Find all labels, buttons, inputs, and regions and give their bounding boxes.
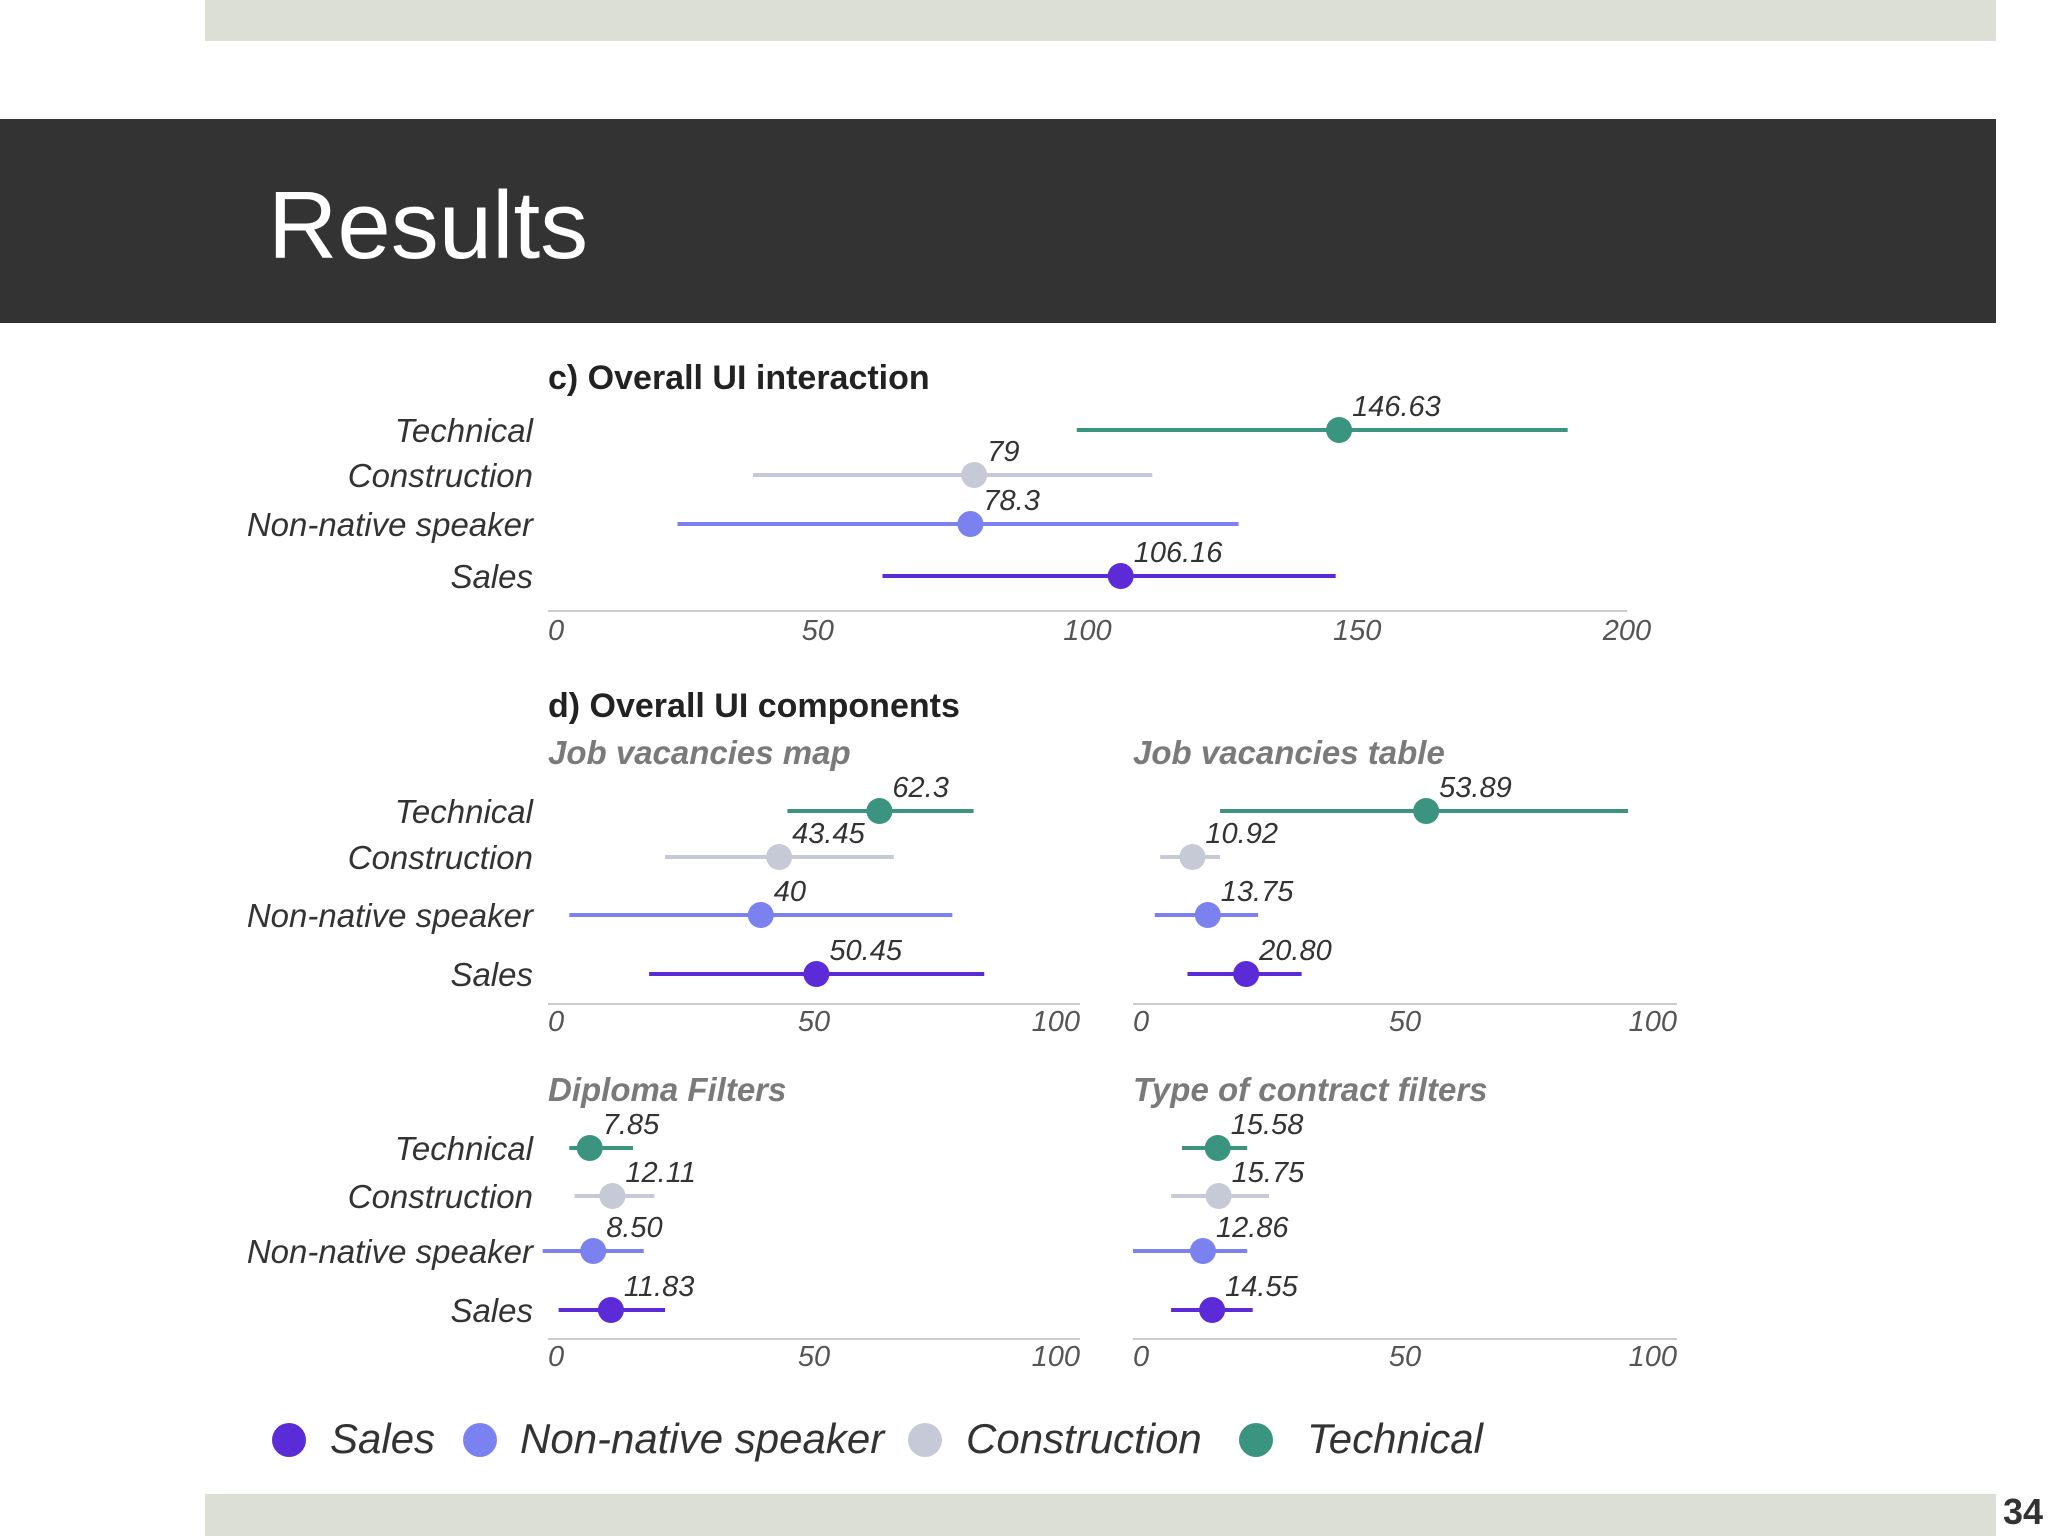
data-point (576, 1135, 603, 1161)
chart-title: d) Overall UI components (548, 687, 960, 725)
data-label: 78.3 (983, 485, 1039, 517)
legend-swatch (908, 1423, 942, 1457)
data-label: 146.63 (1352, 391, 1441, 423)
data-point (1204, 1135, 1231, 1161)
legend-swatch (1239, 1423, 1273, 1457)
legend-label: Technical (1307, 1415, 1485, 1462)
legend-swatch (463, 1423, 497, 1457)
legend-label: Sales (330, 1415, 435, 1462)
slide-title: Results (268, 172, 589, 279)
data-label: 10.92 (1205, 818, 1278, 850)
data-label: 12.11 (625, 1157, 695, 1189)
x-tick-label: 100 (1629, 1006, 1677, 1038)
x-tick-label: 50 (1389, 1006, 1421, 1038)
title-band (0, 119, 1996, 323)
data-point (599, 1183, 626, 1209)
category-label: Construction (348, 457, 533, 494)
data-label: 79 (987, 436, 1019, 468)
chart-subtitle: Diploma Filters (548, 1071, 786, 1108)
x-tick-label: 100 (1629, 1341, 1677, 1373)
data-point (1326, 417, 1353, 443)
data-label: 20.80 (1258, 935, 1332, 967)
chart-title: c) Overall UI interaction (548, 359, 930, 397)
chart-subtitle: Job vacancies map (548, 734, 851, 771)
category-label: Sales (450, 1292, 533, 1329)
x-tick-label: 200 (1602, 615, 1651, 647)
x-tick-label: 50 (802, 615, 834, 647)
data-point (1179, 844, 1206, 870)
data-label: 14.55 (1225, 1271, 1298, 1303)
data-label: 106.16 (1134, 537, 1224, 569)
data-point (803, 961, 830, 987)
x-tick-label: 0 (548, 1006, 564, 1038)
data-label: 11.83 (624, 1271, 694, 1303)
data-point (1107, 563, 1134, 589)
x-tick-label: 100 (1032, 1006, 1080, 1038)
data-label: 50.45 (829, 935, 902, 967)
category-label: Technical (395, 793, 535, 830)
data-point (1189, 1238, 1216, 1264)
data-point (957, 511, 984, 537)
data-label: 8.50 (606, 1212, 662, 1244)
data-label: 53.89 (1439, 772, 1512, 804)
data-label: 13.75 (1221, 876, 1294, 908)
category-label: Sales (450, 956, 533, 993)
x-tick-label: 150 (1333, 615, 1381, 647)
page-number: 34 (2002, 1491, 2044, 1532)
data-point (1205, 1183, 1232, 1209)
category-label: Construction (348, 1178, 533, 1215)
data-point (1199, 1297, 1226, 1323)
category-label: Sales (450, 558, 533, 595)
data-label: 62.3 (892, 772, 948, 804)
bottom-decor-bar (205, 1494, 1996, 1536)
results-figure: c) Overall UI interaction 0 50 100 150 200 Tec… (247, 359, 1677, 1462)
data-label: 40 (774, 876, 806, 908)
data-point (1413, 798, 1440, 824)
legend-swatch (272, 1423, 306, 1457)
category-label: Construction (348, 839, 533, 876)
data-label: 15.58 (1231, 1109, 1304, 1141)
data-label: 43.45 (792, 818, 865, 850)
legend-label: Non-native speaker (520, 1415, 886, 1462)
chart-subtitle: Job vacancies table (1133, 734, 1445, 771)
legend-label: Construction (966, 1415, 1202, 1462)
data-point (866, 798, 893, 824)
x-tick-label: 0 (548, 615, 564, 647)
x-tick-label: 0 (1133, 1006, 1149, 1038)
data-label: 7.85 (603, 1109, 660, 1141)
x-tick-label: 50 (798, 1341, 830, 1373)
x-tick-label: 50 (798, 1006, 830, 1038)
top-decor-bar (205, 0, 1996, 41)
data-label: 12.86 (1216, 1212, 1289, 1244)
data-point (747, 902, 774, 928)
x-tick-label: 0 (548, 1341, 564, 1373)
data-point (766, 844, 793, 870)
category-label: Non-native speaker (247, 1233, 535, 1270)
x-tick-label: 100 (1063, 615, 1111, 647)
category-label: Technical (395, 412, 535, 449)
category-label: Non-native speaker (247, 897, 535, 934)
category-label: Technical (395, 1130, 535, 1167)
x-tick-label: 50 (1389, 1341, 1421, 1373)
data-point (1194, 902, 1221, 928)
x-tick-label: 100 (1032, 1341, 1080, 1373)
category-label: Non-native speaker (247, 506, 535, 543)
data-point (580, 1238, 607, 1264)
data-point (597, 1297, 624, 1323)
data-point (961, 462, 988, 488)
data-point (1233, 961, 1260, 987)
chart-subtitle: Type of contract filters (1133, 1071, 1488, 1108)
data-label: 15.75 (1232, 1157, 1305, 1189)
x-tick-label: 0 (1133, 1341, 1149, 1373)
